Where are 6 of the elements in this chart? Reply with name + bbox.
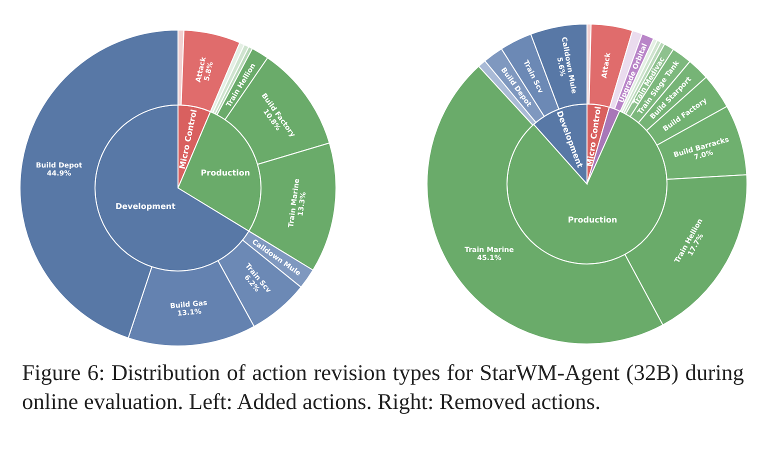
slice-label: Development: [115, 202, 176, 212]
slice-label: Micro Control: [178, 108, 199, 170]
slice-label: Micro Control: [585, 106, 603, 168]
slice-label: Production: [568, 215, 618, 224]
slice-label: Production: [200, 168, 250, 178]
caption: Figure 6: Distribution of action revision types for StarWM-Agent (32B) during online evaluation. Left: Added actions. Right: Removed actions.: [22, 359, 744, 416]
